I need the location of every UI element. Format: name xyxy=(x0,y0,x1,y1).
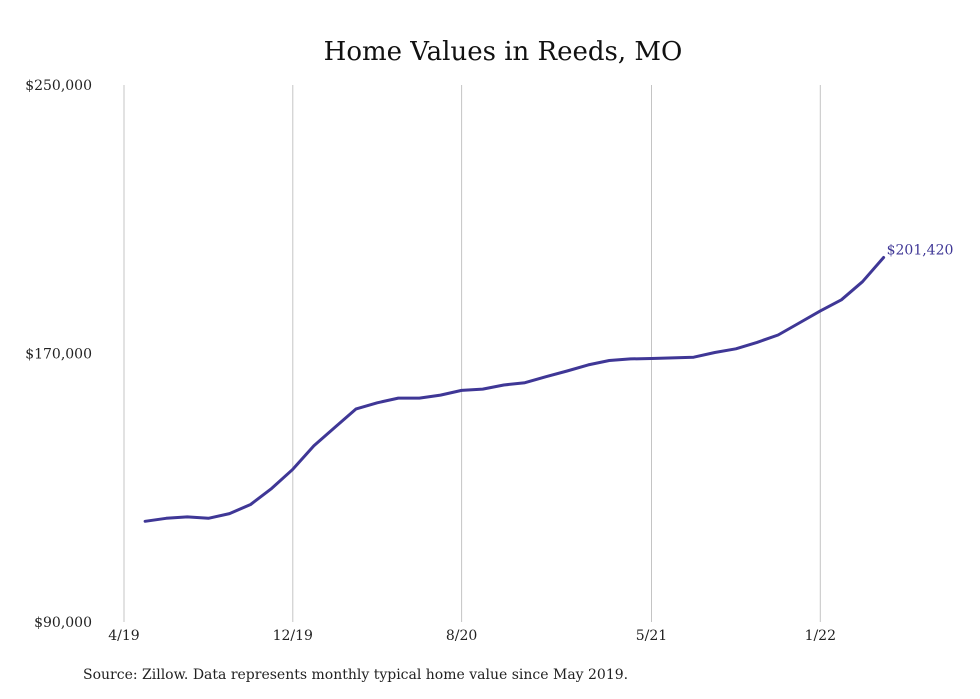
end-value-label: $201,420 xyxy=(887,243,954,259)
y-axis-ticks: $90,000 $170,000 $250,000 xyxy=(25,78,92,631)
x-tick-label: 5/21 xyxy=(636,628,667,644)
chart-title: Home Values in Reeds, MO xyxy=(324,37,683,67)
y-tick-label: $170,000 xyxy=(25,347,92,363)
source-note: Source: Zillow. Data represents monthly … xyxy=(83,667,629,683)
x-tick-label: 8/20 xyxy=(446,628,477,644)
y-tick-label: $250,000 xyxy=(25,78,92,94)
x-axis-ticks: 4/19 12/19 8/20 5/21 1/22 xyxy=(108,628,836,644)
x-tick-label: 4/19 xyxy=(108,628,139,644)
y-tick-label: $90,000 xyxy=(34,615,92,631)
series-line xyxy=(143,256,886,523)
x-tick-label: 1/22 xyxy=(805,628,836,644)
grid-lines xyxy=(123,85,821,622)
x-tick-label: 12/19 xyxy=(273,628,313,644)
